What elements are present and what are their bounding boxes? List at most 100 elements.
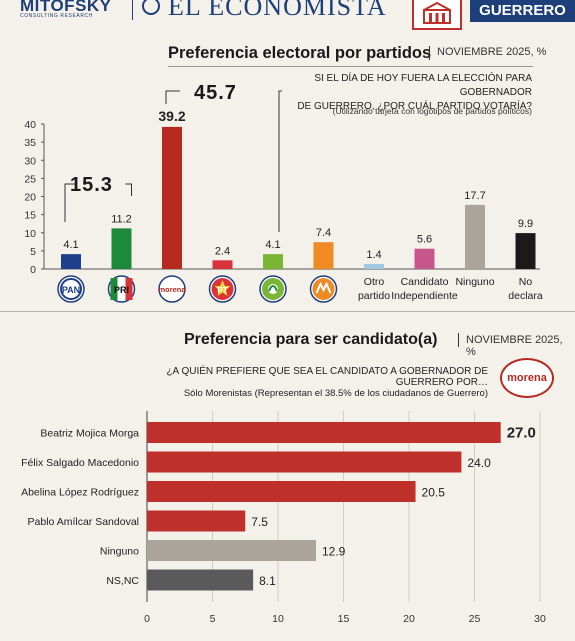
y-category-label: Ninguno — [100, 546, 139, 558]
hbar-value-label: 20.5 — [422, 486, 446, 500]
x-tick-label: 20 — [403, 613, 415, 625]
bar-otro-partido — [364, 263, 384, 269]
hbar-value-label: 7.5 — [251, 515, 268, 529]
chart1-question: SI EL DÍA DE HOY FUERA LA ELECCIÓN PARA … — [260, 72, 532, 114]
pan-logo-icon: PAN — [57, 275, 85, 303]
chart1-title-separator — [429, 46, 430, 60]
chart2-note: Sólo Morenistas (Representan el 38.5% de… — [183, 388, 488, 399]
y-category-label: Félix Salgado Macedonio — [21, 457, 139, 469]
x-category-label: partido — [358, 290, 390, 302]
bar-value-label: 4.1 — [63, 239, 78, 251]
hbar-abelina-lópez-rodríguez — [147, 481, 416, 502]
chart1-title-rule — [168, 66, 533, 67]
state-emblem-icon — [412, 0, 462, 30]
y-tick-label: 5 — [30, 246, 36, 258]
chart1-question-line1: SI EL DÍA DE HOY FUERA LA ELECCIÓN PARA … — [314, 73, 532, 98]
mc-logo-icon — [309, 275, 338, 303]
y-tick-label: 10 — [24, 228, 36, 240]
chart1-title: Preferencia electoral por partidos — [168, 44, 432, 62]
hbar-félix-salgado-macedonio — [147, 451, 462, 473]
y-tick-label: 0 — [30, 264, 36, 276]
svg-text:PT: PT — [217, 286, 227, 295]
x-tick-label: 30 — [534, 613, 546, 625]
mitofsky-logo: MITOFSKY — [20, 0, 112, 15]
hbar-ninguno — [147, 540, 316, 561]
y-category-label: NS,NC — [106, 575, 139, 587]
chart2-title-separator — [458, 333, 459, 347]
bar-morena — [162, 126, 182, 270]
pt-logo-icon: PT — [208, 275, 237, 303]
y-tick-label: 30 — [24, 155, 36, 167]
chart1-subtitle: NOVIEMBRE 2025, % — [437, 46, 547, 58]
alliance-right-bracket — [165, 90, 180, 104]
bar-ninguno — [465, 204, 485, 269]
bar-candidato-independiente — [414, 248, 435, 269]
alliance-right-bracket-end — [278, 90, 282, 232]
y-category-label: Abelina López Rodríguez — [21, 487, 139, 499]
hbar-value-label: 8.1 — [259, 574, 276, 588]
x-category-label: Independiente — [391, 290, 458, 302]
el-economista-emblem-icon — [142, 0, 160, 15]
brand-divider — [132, 0, 133, 20]
y-tick-label: 20 — [24, 192, 36, 204]
chart2-title: Preferencia para ser candidato(a) — [184, 331, 438, 348]
bar-pt — [212, 260, 233, 269]
bar-value-label: 17.7 — [464, 190, 485, 202]
y-tick-label: 35 — [24, 137, 36, 149]
x-tick-label: 10 — [272, 613, 284, 625]
el-economista-logo: EL ECONOMISTA — [168, 0, 387, 21]
bar-value-label: 1.4 — [366, 249, 381, 261]
alliance-left-bracket — [64, 183, 75, 222]
section-divider — [0, 311, 575, 312]
chart2-subtitle: NOVIEMBRE 2025, % — [466, 334, 563, 358]
x-category-label: No — [519, 276, 533, 288]
pri-logo-icon: PRI — [107, 275, 136, 303]
morena-logo-icon: morena — [500, 358, 554, 398]
x-tick-label: 25 — [469, 613, 481, 625]
bar-value-label: 9.9 — [518, 218, 533, 230]
x-category-label: declara — [508, 290, 543, 302]
hbar-value-label: 27.0 — [507, 425, 536, 442]
hbar-value-label: 12.9 — [322, 545, 346, 559]
chart2-question: ¿A QUIÉN PREFIERE QUE SEA EL CANDIDATO A… — [166, 366, 488, 388]
bar-mc — [313, 242, 334, 269]
bar-value-label: 4.1 — [265, 239, 280, 251]
party-preference-chart: 0 5 10 15 20 25 30 35 40 4.1 PAN 11.2 PRI 39.2 morena 2… — [24, 90, 543, 303]
mitofsky-logo-sub: CONSULTING RESEARCH — [20, 13, 93, 19]
morena-logo-icon: morena — [158, 275, 186, 303]
svg-text:PRI: PRI — [114, 285, 129, 295]
svg-text:morena: morena — [158, 285, 186, 294]
pvem-logo-icon — [259, 275, 287, 303]
bar-pri — [111, 228, 132, 269]
x-category-label: Candidato — [401, 276, 449, 288]
hbar-pablo-amílcar-sandoval — [147, 510, 246, 532]
bar-value-label: 5.6 — [417, 234, 432, 246]
x-category-label: Ninguno — [455, 276, 494, 288]
chart1-question-line2: DE GUERRERO, ¿POR CUÁL PARTIDO VOTARÍA? — [297, 101, 532, 112]
bar-value-label: 7.4 — [316, 227, 331, 239]
x-tick-label: 15 — [338, 613, 350, 625]
bar-no-declara — [515, 233, 536, 269]
y-tick-label: 15 — [24, 210, 36, 222]
hbar-value-label: 24.0 — [467, 456, 491, 470]
bar-value-label: 39.2 — [158, 108, 185, 124]
x-category-label: Otro — [364, 276, 385, 288]
region-label: GUERRERO — [470, 0, 575, 22]
svg-text:PAN: PAN — [62, 285, 80, 295]
bar-value-label: 11.2 — [111, 213, 132, 225]
chart1-note: (Utilizando tarjeta con logotipos de par… — [332, 106, 532, 116]
alliance-left-bracket-end — [125, 183, 132, 196]
y-category-label: Beatriz Mojica Morga — [40, 428, 139, 440]
x-tick-label: 0 — [144, 613, 150, 625]
x-tick-label: 5 — [210, 613, 216, 625]
hbar-beatriz-mojica-morga — [147, 422, 501, 443]
alliance-right-total: 45.7 — [194, 82, 237, 104]
hbar-ns-nc — [147, 569, 254, 591]
header-bar: MITOFSKY CONSULTING RESEARCH EL ECONOMIS… — [0, 0, 575, 40]
y-tick-label: 25 — [24, 173, 36, 185]
bar-value-label: 2.4 — [215, 245, 230, 257]
alliance-left-total: 15.3 — [70, 174, 113, 196]
y-category-label: Pablo Amílcar Sandoval — [28, 516, 139, 528]
y-tick-label: 40 — [24, 119, 36, 131]
